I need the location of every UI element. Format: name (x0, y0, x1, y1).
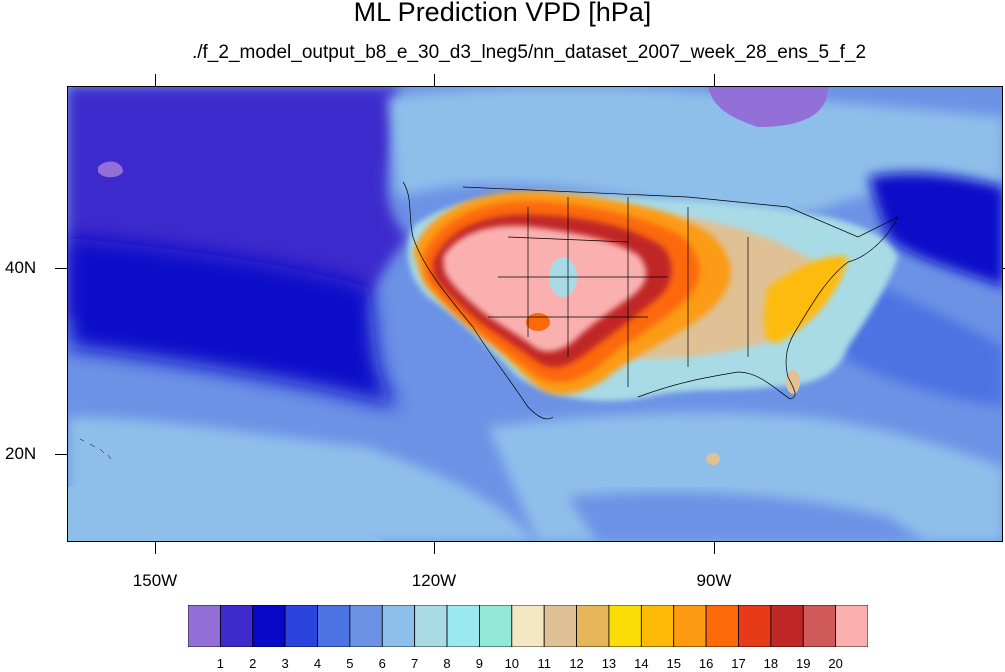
colorbar-tick-label: 9 (475, 656, 484, 671)
lon-tick-150w (155, 542, 156, 554)
colorbar-swatch (738, 605, 772, 647)
pacific-purple (98, 161, 123, 178)
colorbar-tick-label: 11 (537, 656, 551, 671)
colorbar-tick-label: 13 (601, 656, 617, 671)
map-title: ML Prediction VPD [hPa] (353, 0, 652, 27)
lon-tick-90w (714, 542, 715, 554)
colorbar-swatch (219, 605, 254, 647)
tropical-low (568, 492, 925, 541)
colorbar-tick-label: 5 (346, 656, 354, 671)
colorbar-tick-label: 14 (634, 656, 649, 671)
colorbar-tick-label: 4 (313, 656, 322, 671)
colorbar-swatch (446, 605, 480, 647)
colorbar-tick-label: 19 (796, 656, 811, 671)
colorbar-swatch (252, 605, 286, 647)
lat-label-20n: 20N (5, 444, 37, 463)
lon-tick-90w-top (714, 74, 715, 86)
lon-tick-120w (434, 542, 435, 554)
lon-tick-120w-top (434, 74, 435, 86)
east-coast-orange (764, 256, 848, 343)
colorbar-tick-label: 7 (411, 656, 419, 671)
hudson-purple (708, 87, 828, 127)
colorbar-swatch (835, 605, 868, 647)
colorbar-swatch (188, 605, 221, 647)
colorbar-tick-label: 10 (504, 656, 520, 671)
vpd-field (68, 87, 1002, 541)
colorbar-swatch (543, 605, 577, 647)
colorbar-swatch (640, 605, 675, 647)
colorbar-tick-label: 12 (569, 656, 584, 671)
colorbar-tick-label: 17 (731, 656, 746, 671)
colorbar-swatch (511, 605, 545, 647)
hawaii (79, 438, 112, 460)
lon-tick-150w-top (155, 74, 156, 86)
inner-warm-spot (526, 313, 550, 331)
lat-tick-40n-left (55, 268, 67, 269)
colorbar-swatch (802, 605, 837, 647)
pacific-south-low (68, 483, 384, 541)
colorbar-swatch (576, 605, 610, 647)
canada-band (388, 87, 1002, 216)
florida-spot (786, 370, 800, 394)
colorbar-tick-label: 8 (443, 656, 451, 671)
caribbean-spot (706, 453, 720, 465)
lon-label-150w: 150W (132, 571, 178, 590)
lon-label-90w: 90W (696, 571, 732, 590)
colorbar-tick-label: 15 (666, 656, 681, 671)
colorbar (188, 605, 868, 647)
colorbar-tick-label: 1 (216, 656, 224, 671)
colorbar-swatch (381, 605, 416, 647)
lat-tick-40n-right (1003, 268, 1005, 269)
colorbar-tick-label: 16 (698, 656, 714, 671)
colorbar-swatch (284, 605, 318, 647)
hot-pink (443, 225, 647, 352)
atlantic-dark (868, 172, 1002, 287)
lon-label-120w: 120W (411, 571, 457, 590)
colorbar-tick-label: 6 (378, 656, 386, 671)
colorbar-swatch (317, 605, 351, 647)
colorbar-swatch (479, 605, 513, 647)
coastlines (402, 181, 899, 420)
colorbar-swatch (608, 605, 642, 647)
lat-label-40n: 40N (5, 258, 37, 277)
vpd-map (67, 86, 1003, 542)
colorbar-tick-label: 20 (828, 656, 843, 671)
colorbar-tick-label: 18 (763, 656, 779, 671)
colorbar-swatch (414, 605, 448, 647)
colorbar-tick-label: 2 (249, 656, 257, 671)
pacific-core (68, 237, 398, 407)
colorbar-swatch (705, 605, 739, 647)
colorbar-swatch (349, 605, 383, 647)
lat-tick-20n-left (55, 454, 67, 455)
colorbar-swatch (673, 605, 707, 647)
map-subtitle: ./f_2_model_output_b8_e_30_d3_lneg5/nn_d… (191, 42, 867, 63)
colorbar-tick-label: 3 (281, 656, 289, 671)
colorbar-swatch (770, 605, 804, 647)
